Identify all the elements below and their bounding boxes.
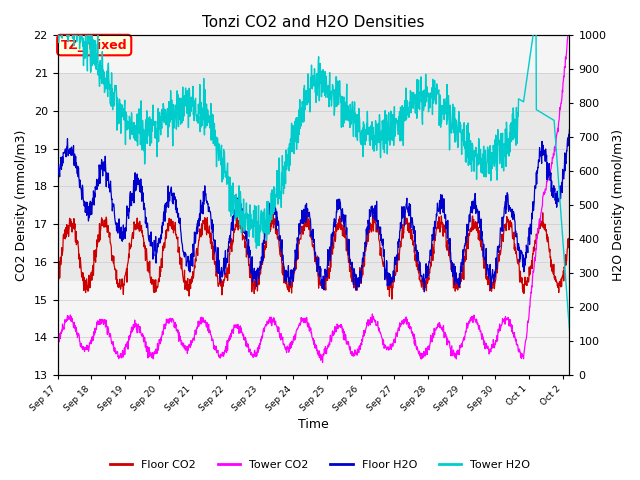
Title: Tonzi CO2 and H2O Densities: Tonzi CO2 and H2O Densities <box>202 15 425 30</box>
Bar <box>58 73 570 281</box>
Text: TZ_mixed: TZ_mixed <box>61 38 127 51</box>
Legend: Floor CO2, Tower CO2, Floor H2O, Tower H2O: Floor CO2, Tower CO2, Floor H2O, Tower H… <box>105 456 535 474</box>
Y-axis label: CO2 Density (mmol/m3): CO2 Density (mmol/m3) <box>15 130 28 281</box>
X-axis label: Time: Time <box>298 419 329 432</box>
Y-axis label: H2O Density (mmol/m3): H2O Density (mmol/m3) <box>612 129 625 281</box>
